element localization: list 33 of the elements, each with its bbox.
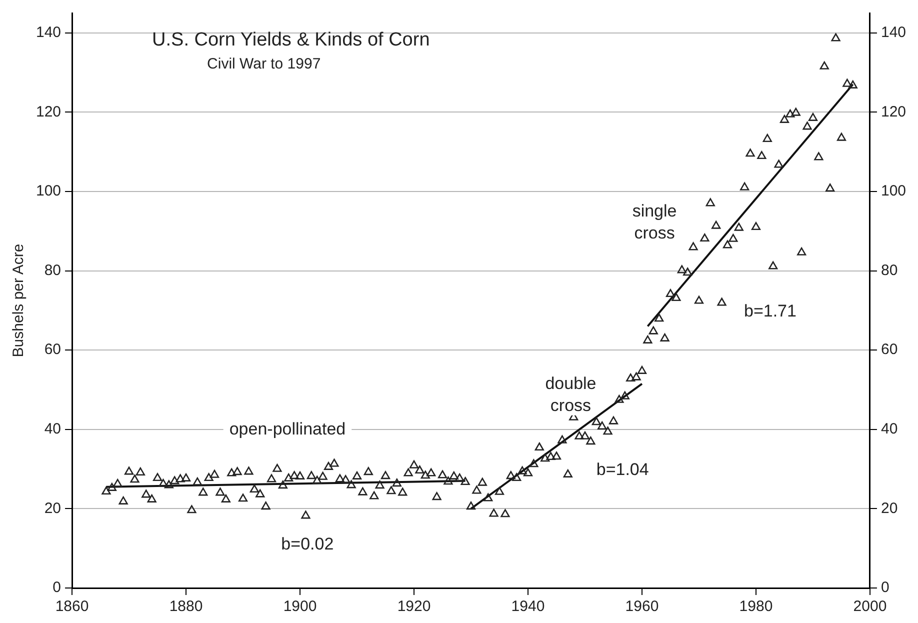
y-tick-label: 100 bbox=[36, 182, 62, 200]
y2-tick-label: 20 bbox=[880, 500, 898, 517]
annotation: b=0.02 bbox=[281, 534, 334, 554]
y-tick-label: 60 bbox=[44, 341, 62, 358]
annotation: single cross bbox=[632, 202, 677, 243]
x-tick-label: 1960 bbox=[625, 598, 659, 616]
text: Civil War to 1997 bbox=[207, 56, 321, 73]
y2-tick-label: 120 bbox=[880, 103, 906, 120]
y2-tick-label: 140 bbox=[880, 24, 906, 41]
x-tick-label: 1900 bbox=[283, 598, 317, 616]
y-tick-label: 20 bbox=[44, 500, 62, 517]
y-axis-title: Bushels per Acre bbox=[10, 244, 28, 358]
y2-tick-label: 100 bbox=[880, 182, 906, 200]
x-tick-label: 1920 bbox=[397, 598, 431, 616]
x-tick-label: 1980 bbox=[739, 598, 773, 616]
annotation: open-pollinated bbox=[229, 420, 346, 439]
y2-tick-label: 60 bbox=[880, 341, 898, 358]
y-tick-label: 120 bbox=[36, 103, 62, 120]
y-tick-label: 0 bbox=[52, 579, 62, 596]
y2-tick-label: 40 bbox=[880, 420, 898, 438]
text: U.S. Corn Yields & Kinds of Corn bbox=[152, 30, 430, 51]
y2-tick-label: 0 bbox=[880, 579, 890, 596]
y2-tick-label: 80 bbox=[880, 262, 898, 279]
y-tick-label: 140 bbox=[36, 24, 62, 41]
y-tick-label: 40 bbox=[44, 420, 62, 438]
x-tick-label: 1880 bbox=[169, 598, 203, 616]
x-tick-label: 1940 bbox=[511, 598, 545, 616]
x-tick-label: 1860 bbox=[55, 598, 89, 616]
y-tick-label: 80 bbox=[44, 262, 62, 279]
annotation: double cross bbox=[545, 374, 596, 416]
x-tick-label: 2000 bbox=[853, 598, 887, 616]
annotation: b=1.04 bbox=[596, 460, 649, 479]
annotation: b=1.71 bbox=[744, 302, 796, 321]
